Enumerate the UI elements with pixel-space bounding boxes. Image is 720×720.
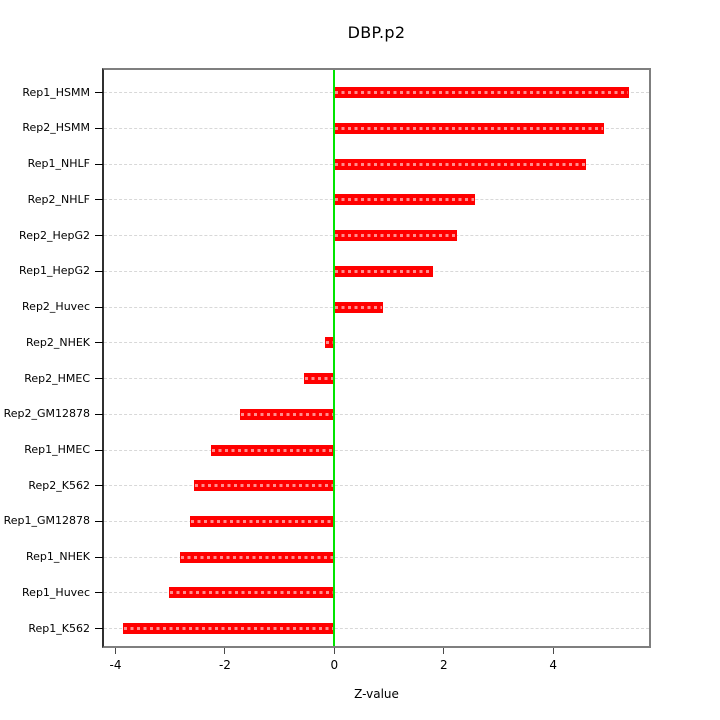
guide-line: [104, 378, 649, 380]
guide-line: [104, 520, 649, 522]
bar-Rep2_Huvec: [334, 301, 384, 313]
x-tick-label: 4: [549, 658, 558, 672]
y-axis-tick: [95, 378, 103, 380]
category-label-Rep1_K562: Rep1_K562: [28, 621, 90, 635]
category-label-Rep1_GM12878: Rep1_GM12878: [3, 514, 90, 528]
y-axis-tick: [95, 485, 103, 487]
y-axis-tick: [95, 520, 103, 522]
x-axis-tick: [443, 648, 445, 654]
guide-line: [104, 342, 649, 344]
bar-Rep1_Huvec: [168, 587, 335, 599]
bar-Rep2_GM12878: [239, 408, 335, 420]
y-axis-tick: [95, 628, 103, 630]
zero-reference-line: [333, 70, 336, 646]
category-label-Rep2_K562: Rep2_K562: [28, 478, 90, 492]
x-tick-label: -4: [109, 658, 122, 672]
x-axis-tick: [333, 648, 335, 654]
y-axis-tick: [95, 556, 103, 558]
category-label-Rep2_NHEK: Rep2_NHEK: [25, 335, 90, 349]
guide-line: [104, 628, 649, 630]
y-axis-tick: [95, 342, 103, 344]
x-tick-label: 0: [330, 658, 339, 672]
bar-Rep1_K562: [122, 623, 335, 635]
bar-Rep2_K562: [194, 480, 335, 492]
category-label-Rep2_GM12878: Rep2_GM12878: [3, 407, 90, 421]
category-label-Rep2_HSMM: Rep2_HSMM: [22, 121, 90, 135]
guide-line: [104, 592, 649, 594]
x-tick-label: -2: [218, 658, 231, 672]
x-axis-tick: [224, 648, 226, 654]
bar-Rep1_HSMM: [334, 87, 630, 99]
x-axis-tick: [552, 648, 554, 654]
bar-Rep1_HMEC: [210, 444, 335, 456]
category-label-Rep2_HMEC: Rep2_HMEC: [24, 371, 90, 385]
y-axis-tick: [95, 127, 103, 129]
bar-Rep1_HepG2: [334, 265, 434, 277]
y-axis-tick: [95, 235, 103, 237]
category-label-Rep1_HepG2: Rep1_HepG2: [19, 264, 90, 278]
category-label-Rep2_NHLF: Rep2_NHLF: [27, 192, 90, 206]
y-axis-tick: [95, 306, 103, 308]
y-axis-tick: [95, 163, 103, 165]
bar-Rep2_HMEC: [303, 373, 335, 385]
guide-line: [104, 556, 649, 558]
bar-Rep1_NHEK: [179, 551, 335, 563]
plot-area: [104, 70, 649, 646]
y-axis-tick: [95, 199, 103, 201]
chart-title: DBP.p2: [347, 23, 406, 42]
bar-Rep1_NHLF: [334, 158, 587, 170]
category-label-Rep2_Huvec: Rep2_Huvec: [22, 300, 90, 314]
y-axis-tick: [95, 592, 103, 594]
x-axis-title: Z-value: [354, 687, 399, 701]
guide-line: [104, 485, 649, 487]
bar-Rep1_GM12878: [189, 515, 335, 527]
category-label-Rep1_HSMM: Rep1_HSMM: [22, 85, 90, 99]
bar-Rep2_NHLF: [334, 194, 475, 206]
x-tick-label: 2: [439, 658, 448, 672]
category-label-Rep1_NHLF: Rep1_NHLF: [27, 157, 90, 171]
x-axis-tick: [114, 648, 116, 654]
y-axis-tick: [95, 449, 103, 451]
category-label-Rep1_NHEK: Rep1_NHEK: [25, 550, 90, 564]
y-axis-tick: [95, 92, 103, 94]
y-axis-tick: [95, 413, 103, 415]
bar-Rep2_HepG2: [334, 230, 458, 242]
plot-border-box: [102, 68, 651, 648]
guide-line: [104, 449, 649, 451]
category-label-Rep1_HMEC: Rep1_HMEC: [24, 443, 90, 456]
category-label-Rep2_HepG2: Rep2_HepG2: [19, 228, 90, 242]
bar-Rep2_HSMM: [334, 122, 605, 134]
bar-Rep2_NHEK: [325, 337, 335, 349]
guide-line: [104, 413, 649, 415]
category-label-Rep1_Huvec: Rep1_Huvec: [22, 585, 90, 599]
y-axis-tick: [95, 270, 103, 272]
